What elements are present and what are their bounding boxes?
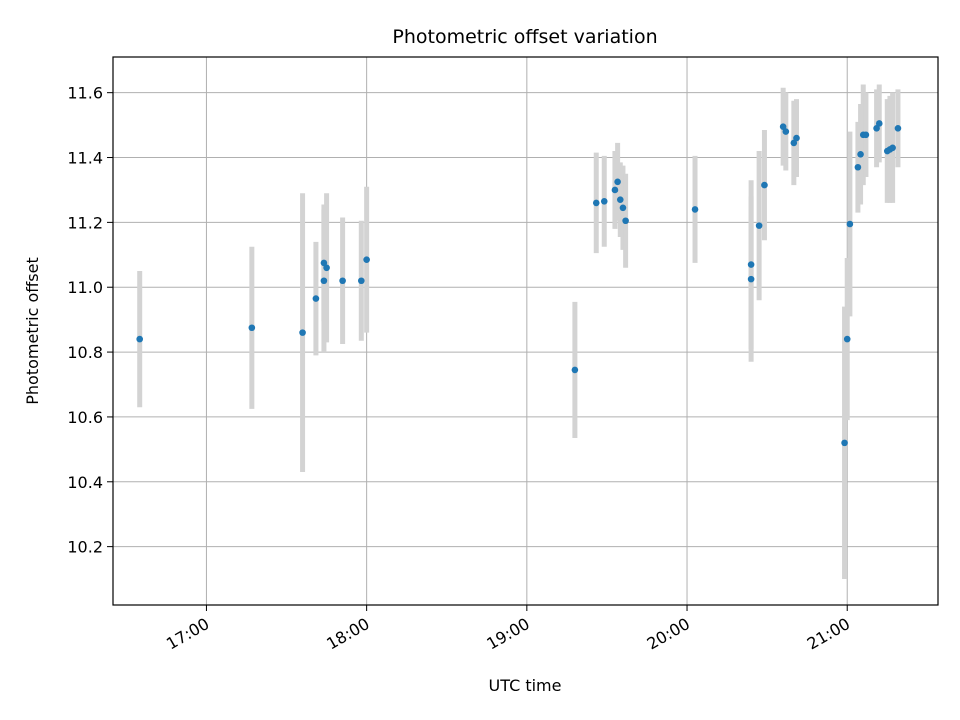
x-axis-ticks: 17:00 18:00 19:00 20:00 21:00	[163, 605, 853, 654]
chart-title: Photometric offset variation	[392, 26, 657, 48]
data-point	[747, 261, 755, 268]
error-bars	[137, 84, 901, 580]
data-point	[592, 199, 600, 207]
data-point	[320, 259, 328, 267]
plot-frame	[112, 56, 939, 606]
x-axis-label: UTC time	[489, 676, 562, 695]
data-point	[619, 204, 627, 212]
data-point	[846, 220, 854, 228]
data-point	[312, 295, 320, 302]
data-point	[841, 439, 848, 447]
y-tick-label: 10.6	[67, 408, 103, 427]
data-point	[779, 123, 787, 131]
y-tick-label: 11.0	[67, 278, 103, 297]
data-point	[136, 335, 143, 343]
data-point	[793, 134, 800, 142]
data-point	[889, 144, 896, 152]
y-tick-label: 11.4	[67, 149, 103, 168]
y-axis-label: Photometric offset	[23, 257, 42, 405]
data-point	[363, 256, 370, 263]
y-tick-label: 10.8	[67, 343, 103, 362]
data-point	[616, 196, 624, 203]
data-point	[894, 125, 902, 132]
x-tick-label: 19:00	[483, 614, 532, 654]
data-point	[875, 120, 883, 127]
y-tick-label: 11.6	[67, 84, 103, 103]
y-tick-label: 11.2	[67, 213, 103, 232]
data-point	[248, 324, 256, 332]
y-axis-ticks: 10.2 10.4 10.6 10.8 11.0 11.2 11.4 11.6	[67, 84, 113, 557]
data-point	[600, 197, 608, 205]
data-point	[611, 186, 619, 194]
data-point	[339, 277, 346, 285]
data-point	[358, 277, 365, 285]
data-point	[299, 329, 306, 336]
y-tick-label: 10.2	[67, 538, 103, 557]
data-point	[320, 277, 328, 285]
data-point	[761, 181, 768, 189]
data-point	[873, 125, 880, 132]
data-point	[323, 264, 330, 272]
y-tick-label: 10.4	[67, 473, 103, 492]
data-point	[614, 178, 621, 186]
data-point	[747, 275, 755, 283]
data-point	[755, 222, 763, 229]
data-points	[136, 120, 902, 447]
x-tick-label: 20:00	[644, 614, 693, 654]
data-point	[782, 128, 790, 135]
grid-lines	[113, 57, 938, 605]
data-point	[857, 150, 864, 158]
data-point	[691, 206, 699, 213]
data-point	[571, 366, 579, 374]
data-point	[790, 139, 798, 147]
data-point	[622, 217, 629, 225]
data-point	[862, 131, 870, 139]
x-tick-label: 18:00	[323, 614, 372, 654]
x-tick-label: 17:00	[163, 614, 212, 654]
x-tick-label: 21:00	[804, 614, 853, 654]
data-point	[843, 335, 851, 343]
data-point	[854, 163, 862, 171]
